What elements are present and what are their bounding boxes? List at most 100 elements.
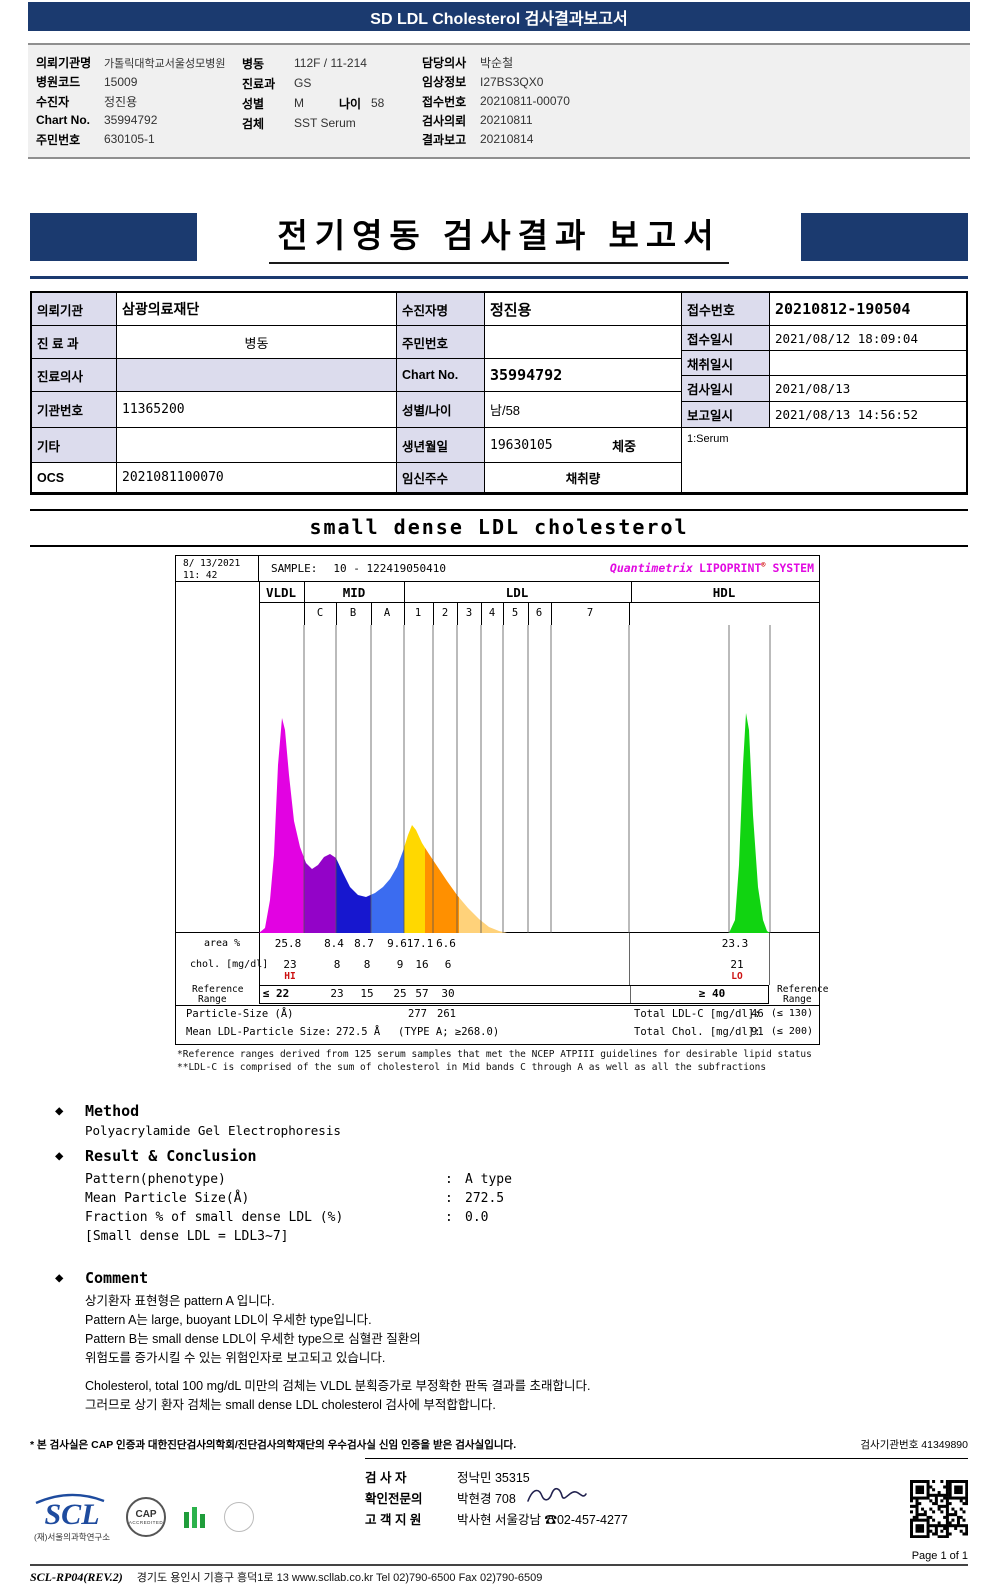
grid-tick [371,603,372,625]
grid-tick [769,955,770,985]
cell-value: 2021/08/12 18:09:04 [770,326,967,351]
mean-particle-row: Mean LDL-Particle Size: 272.5 Å (TYPE A;… [176,1023,819,1044]
info-row: Chart No. 35994792 [36,111,242,130]
cell-label: 성별/나이 [397,392,485,428]
cell-label: 보고일시 [682,402,770,428]
field-label: 접수번호 [422,94,467,109]
staff-value: 정낙민 35315 [457,1470,530,1485]
staff-label: 검 사 자 [365,1470,407,1485]
grid-tick [404,582,405,603]
sample-label: SAMPLE: [271,562,318,575]
grid-tick [629,955,630,985]
area-value: 8.7 [354,937,374,950]
band-label: LDL [505,585,529,600]
reference-range-box [259,985,769,1004]
accreditation-seal [224,1502,255,1533]
chart-footnotes: *Reference ranges derived from 125 serum… [177,1049,998,1075]
result-row: Fraction % of small dense LDL (%) : 0.0 [85,1210,998,1229]
grid-tick [630,986,631,1003]
chol-value: 16 [415,958,429,971]
cell-label: OCS [32,463,117,493]
subband-label: A [383,607,391,619]
total-chol-label: Total Chol. [mg/dl]: [634,1026,761,1038]
band-label: VLDL [265,585,297,600]
address-row: SCL-RP04(REV.2) 경기도 용인시 기흥구 흥덕1로 13 www.… [30,1569,968,1585]
chart-datetime: 8/ 13/2021 11: 42 [176,556,259,581]
chart-summary-rows: Particle-Size (Å) 277 261 Total LDL-C [m… [176,1005,819,1044]
mean-size-value: 272.5 Å [336,1026,381,1038]
grid-tick [259,933,260,955]
scl-wordmark: SCL [44,1497,100,1531]
grid-tick [457,603,458,625]
footer-main: SCL (재)서울의과학연구소 CAP ACCREDITED 검 사 자 정낙민… [30,1457,969,1546]
field-value: 630105-1 [104,132,155,147]
field-label: 담당의사 [422,56,467,71]
banner-underline [30,276,968,279]
row-label: chol. [mg/dl] [190,959,269,970]
method-body: Polyacrylamide Gel Electrophoresis [85,1122,341,1138]
row-label: area % [204,938,241,949]
system-suffix: SYSTEM [772,561,814,575]
total-ldl-label: Total LDL-C [mg/dl]: [634,1008,761,1020]
lipoprint-brand: Quantimetrix LIPOPRINT® SYSTEM [610,561,814,575]
cell-value: 20210812-190504 [770,293,967,326]
birthdate-value: 19630105 [490,437,553,453]
chart-header-row: 8/ 13/2021 11: 42 SAMPLE: 10 - 1224190504… [176,556,819,582]
result-label: Pattern(phenotype) [85,1171,226,1187]
info-row: 병원코드 15009 [36,72,242,91]
field-label: 의뢰기관명 [36,56,92,71]
signature-scribble [527,1488,587,1502]
staff-label: 확인전문의 [365,1491,423,1506]
chol-value: 6 [444,958,452,971]
cell-label: 진료의사 [32,359,117,392]
cell-value [117,359,397,392]
diamond-bullet-icon: ◆ [55,1269,64,1286]
field-label: 주민번호 [36,132,81,147]
report-banner: 전기영동 검사결과 보고서 [30,203,968,279]
chart-date: 8/ 13/2021 [183,558,241,569]
field-value: 20210814 [480,132,534,147]
field-label: 수진자 [36,94,70,109]
grid-tick [528,603,529,625]
comment-line: 그러므로 상기 환자 검체는 small dense LDL cholester… [85,1397,496,1412]
grid-tick [629,603,630,625]
field-label: 검사의뢰 [422,113,467,128]
document-code: SCL-RP04(REV.2) [30,1569,123,1584]
subband-label: 1 [414,607,422,619]
area-value: 8.4 [324,937,344,950]
cell-label: 임신주수 [397,463,485,493]
ref-value: 23 [330,987,344,1000]
chart-sample: SAMPLE: 10 - 122419050410 [271,562,446,575]
certification-text: * 본 검사실은 CAP 인증과 대한진단검사의학회/진단검사의학재단의 우수검… [30,1438,517,1451]
info-row: 검체 SST Serum [242,113,422,133]
ref-value: ≤ 22 [262,987,290,1000]
field-value: 35994792 [104,113,158,128]
info-row: 임상정보 I27BS3QX0 [422,72,964,91]
ref-word: Range [783,994,812,1006]
cell-value: 채취량 [485,463,682,493]
field-label: 병원코드 [36,75,81,90]
field-value: M [294,96,304,110]
grid-tick [404,603,405,625]
cell-value [770,351,967,376]
cell-value [485,326,682,359]
row-label: Particle-Size (Å) [186,1008,294,1020]
detail-table-right: 접수번호 20210812-190504 접수일시 2021/08/12 18:… [682,293,967,493]
method-section: ◆ Method Polyacrylamide Gel Electrophore… [55,1101,998,1138]
info-row: 성별 M 나이 58 [242,93,422,113]
chart-time: 11: 42 [183,569,218,581]
total-chol-value: 91 [751,1026,764,1038]
cell-label: 기관번호 [32,392,117,428]
cell-value [117,428,397,463]
ref-value: 25 [393,987,407,1000]
cell-value: 정진용 [485,293,682,326]
field-value: 15009 [104,74,138,89]
cell-label: 채취일시 [682,351,770,376]
section-title: small dense LDL cholesterol [309,515,689,539]
cell-label: 수진자명 [397,293,485,326]
info-row: 진료과 GS [242,73,422,93]
high-flag: HI [284,971,296,982]
system-name: LIPOPRINT [698,561,762,575]
grid-tick [304,603,305,625]
particle-size-value: 277 [408,1008,427,1020]
